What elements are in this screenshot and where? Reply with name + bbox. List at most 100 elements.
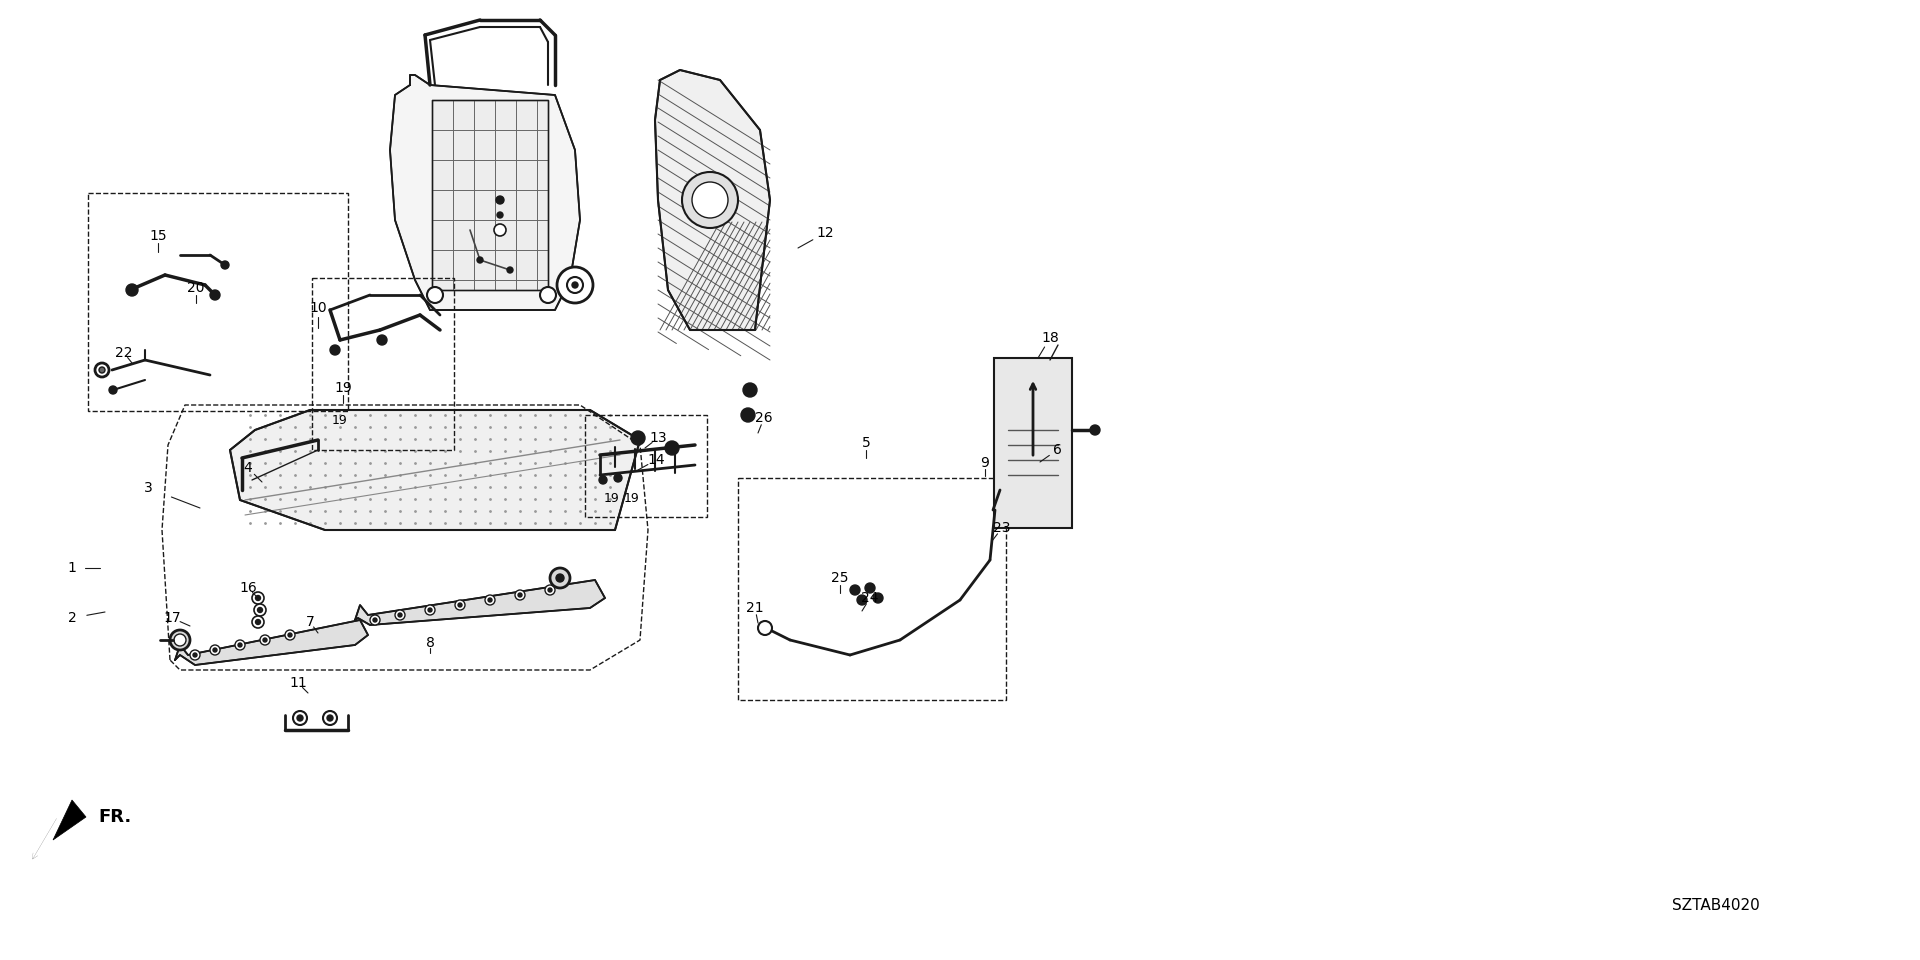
Bar: [311, 278, 453, 450]
Text: 4: 4: [244, 461, 252, 475]
Text: 17: 17: [163, 611, 180, 625]
Circle shape: [372, 618, 376, 622]
Circle shape: [257, 608, 263, 612]
Circle shape: [758, 621, 772, 635]
Circle shape: [518, 593, 522, 597]
Circle shape: [743, 383, 756, 397]
Text: 26: 26: [755, 411, 774, 425]
Circle shape: [209, 645, 221, 655]
Circle shape: [238, 643, 242, 647]
Text: 19: 19: [605, 492, 620, 505]
Polygon shape: [54, 800, 86, 840]
Circle shape: [190, 650, 200, 660]
Text: 1: 1: [67, 561, 77, 575]
Circle shape: [495, 196, 503, 204]
Circle shape: [397, 613, 401, 617]
Bar: [88, 193, 348, 411]
Text: 19: 19: [334, 381, 351, 395]
Circle shape: [557, 267, 593, 303]
Circle shape: [599, 476, 607, 484]
Circle shape: [175, 634, 186, 646]
Circle shape: [486, 595, 495, 605]
Circle shape: [284, 630, 296, 640]
Text: 24: 24: [862, 591, 879, 605]
Text: 2: 2: [67, 611, 77, 625]
Circle shape: [540, 287, 557, 303]
Circle shape: [94, 363, 109, 377]
Circle shape: [424, 605, 436, 615]
Circle shape: [856, 595, 868, 605]
Circle shape: [545, 585, 555, 595]
Circle shape: [109, 386, 117, 394]
Text: 14: 14: [647, 453, 664, 467]
Circle shape: [255, 595, 261, 601]
Circle shape: [253, 604, 267, 616]
Circle shape: [100, 367, 106, 373]
Text: 20: 20: [188, 281, 205, 295]
Polygon shape: [355, 580, 605, 625]
Circle shape: [259, 635, 271, 645]
Text: 12: 12: [816, 226, 833, 240]
Circle shape: [209, 290, 221, 300]
Polygon shape: [390, 75, 580, 310]
Circle shape: [221, 261, 228, 269]
Text: 13: 13: [649, 431, 666, 445]
Circle shape: [455, 600, 465, 610]
Circle shape: [614, 474, 622, 482]
Circle shape: [493, 224, 507, 236]
Circle shape: [507, 267, 513, 273]
Bar: [586, 415, 707, 517]
Text: 15: 15: [150, 229, 167, 243]
Circle shape: [488, 598, 492, 602]
Bar: [737, 478, 1006, 700]
Circle shape: [323, 711, 338, 725]
Text: 7: 7: [305, 615, 315, 629]
Text: 22: 22: [115, 346, 132, 360]
Circle shape: [572, 282, 578, 288]
Circle shape: [1091, 425, 1100, 435]
Bar: [995, 358, 1071, 528]
Circle shape: [326, 715, 332, 721]
Circle shape: [396, 610, 405, 620]
Circle shape: [459, 603, 463, 607]
Circle shape: [263, 638, 267, 642]
Text: 23: 23: [993, 521, 1010, 535]
Circle shape: [194, 653, 198, 657]
Circle shape: [515, 590, 524, 600]
Circle shape: [691, 182, 728, 218]
Text: 5: 5: [862, 436, 870, 450]
Circle shape: [171, 630, 190, 650]
Circle shape: [252, 592, 265, 604]
Circle shape: [741, 408, 755, 422]
Circle shape: [557, 574, 564, 582]
Circle shape: [428, 608, 432, 612]
Text: 6: 6: [1052, 443, 1062, 457]
Circle shape: [664, 441, 680, 455]
Circle shape: [330, 345, 340, 355]
Polygon shape: [230, 410, 639, 530]
Text: 3: 3: [144, 481, 152, 495]
Text: 19: 19: [624, 492, 639, 505]
Text: 19: 19: [332, 414, 348, 426]
Circle shape: [288, 633, 292, 637]
Circle shape: [371, 615, 380, 625]
Text: 9: 9: [981, 456, 989, 470]
Circle shape: [376, 335, 388, 345]
Polygon shape: [175, 620, 369, 665]
Circle shape: [851, 585, 860, 595]
Text: FR.: FR.: [98, 808, 131, 826]
Circle shape: [547, 588, 553, 592]
Text: 18: 18: [1041, 331, 1058, 345]
Circle shape: [255, 619, 261, 625]
Text: 10: 10: [309, 301, 326, 315]
Circle shape: [682, 172, 737, 228]
Polygon shape: [655, 70, 770, 330]
Circle shape: [426, 287, 444, 303]
Text: 8: 8: [426, 636, 434, 650]
Text: 25: 25: [831, 571, 849, 585]
Circle shape: [476, 257, 484, 263]
Circle shape: [632, 431, 645, 445]
Text: 16: 16: [240, 581, 257, 595]
Circle shape: [234, 640, 246, 650]
Circle shape: [294, 711, 307, 725]
